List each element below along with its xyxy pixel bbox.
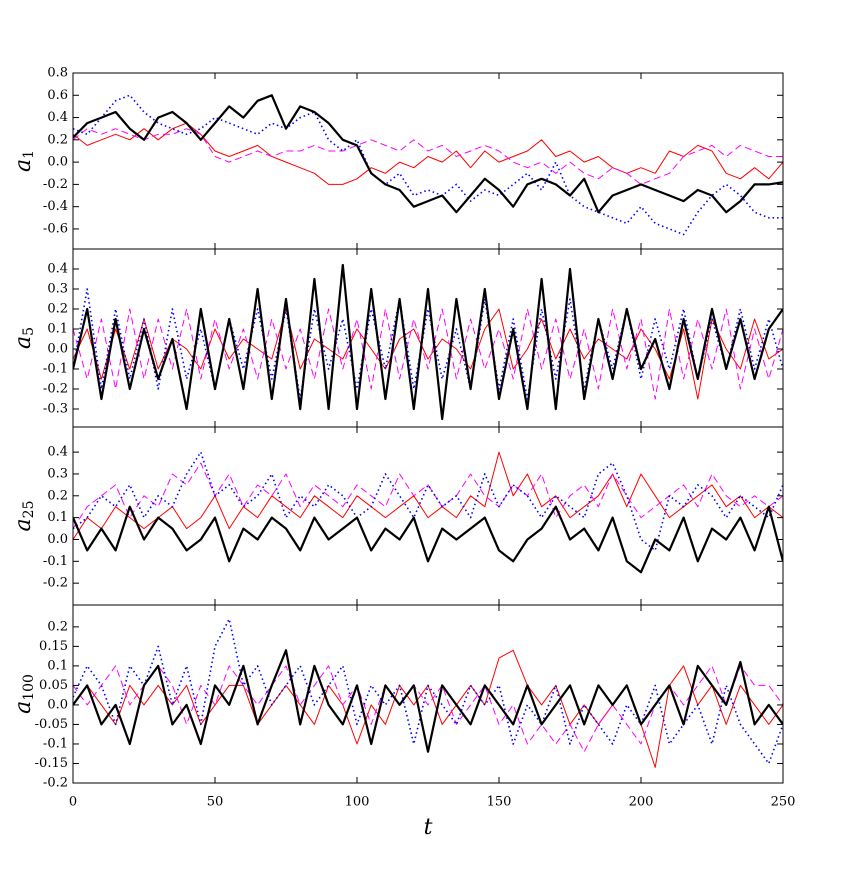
y-tick-label: 0.3 xyxy=(47,466,68,481)
series-line xyxy=(73,665,783,753)
x-tick-label: 100 xyxy=(345,795,370,810)
series-line xyxy=(73,122,783,185)
y-axis-label-sub: 5 xyxy=(21,327,37,336)
x-axis-label: t xyxy=(424,815,433,840)
y-axis-label-base: a xyxy=(11,518,36,531)
y-axis-label-sub: 25 xyxy=(21,501,37,519)
series-line xyxy=(73,128,783,185)
series-line xyxy=(73,618,783,765)
series-line xyxy=(73,263,783,421)
y-axis-label: a100 xyxy=(11,674,37,714)
y-tick-label: 0.3 xyxy=(47,282,68,297)
y-tick-label: 0.8 xyxy=(47,66,68,81)
y-tick-label: 0.2 xyxy=(47,302,68,317)
series-line xyxy=(73,451,783,540)
y-tick-label: 0.0 xyxy=(47,342,68,357)
y-axis-label-base: a xyxy=(11,159,36,172)
plot-area xyxy=(73,451,783,574)
series-line xyxy=(73,505,783,574)
y-tick-label: -0.3 xyxy=(43,402,68,417)
panel-frame xyxy=(72,248,784,428)
y-axis-label: a1 xyxy=(11,150,37,172)
y-tick-label: -0.1 xyxy=(43,554,68,569)
y-axis-label-sub: 100 xyxy=(21,674,37,701)
y-tick-label: -0.15 xyxy=(35,756,68,771)
y-axis-label-base: a xyxy=(11,336,36,349)
panel-frame xyxy=(72,426,784,606)
plot-area xyxy=(73,618,783,768)
y-tick-label: -0.05 xyxy=(35,717,68,732)
y-tick-label: -0.6 xyxy=(43,221,68,236)
y-tick-label: 0.0 xyxy=(47,697,68,712)
y-tick-label: 0.6 xyxy=(47,88,68,103)
series-line xyxy=(73,308,783,400)
y-tick-label: -0.1 xyxy=(43,736,68,751)
series-line xyxy=(73,94,783,214)
y-tick-label: -0.2 xyxy=(43,576,68,591)
x-tick-label: 250 xyxy=(771,795,796,810)
y-tick-label: 0.2 xyxy=(47,488,68,503)
y-tick-label: 0.1 xyxy=(47,322,68,337)
y-tick-label: 0.0 xyxy=(47,155,68,170)
y-tick-label: 0.0 xyxy=(47,532,68,547)
panel-frame xyxy=(72,604,784,784)
y-tick-label: -0.4 xyxy=(43,199,68,214)
x-tick-label: 0 xyxy=(69,795,77,810)
x-tick-label: 50 xyxy=(207,795,224,810)
y-tick-label: 0.1 xyxy=(47,510,68,525)
plot-area xyxy=(73,94,783,236)
series-line xyxy=(73,451,783,552)
series-line xyxy=(73,94,783,236)
y-axis-label: a5 xyxy=(11,327,37,349)
y-tick-label: -0.1 xyxy=(43,362,68,377)
plot-area xyxy=(73,263,783,421)
y-tick-label: -0.2 xyxy=(43,177,68,192)
y-axis-label-base: a xyxy=(11,701,36,714)
y-tick-label: 0.4 xyxy=(47,262,68,277)
y-tick-label: -0.2 xyxy=(43,382,68,397)
y-tick-label: 0.05 xyxy=(39,678,68,693)
y-tick-label: 0.4 xyxy=(47,110,68,125)
y-tick-label: -0.2 xyxy=(43,776,68,791)
y-tick-label: 0.15 xyxy=(39,639,68,654)
y-tick-label: 0.2 xyxy=(47,132,68,147)
y-tick-label: 0.1 xyxy=(47,658,68,673)
y-axis-label-sub: 1 xyxy=(21,150,37,159)
x-tick-label: 150 xyxy=(487,795,512,810)
panel-frame xyxy=(72,72,784,250)
x-tick-label: 200 xyxy=(629,795,654,810)
y-tick-label: 0.2 xyxy=(47,619,68,634)
y-axis-label: a25 xyxy=(11,501,37,532)
series-line xyxy=(73,462,783,529)
series-line xyxy=(73,649,783,753)
y-tick-label: 0.4 xyxy=(47,445,68,460)
